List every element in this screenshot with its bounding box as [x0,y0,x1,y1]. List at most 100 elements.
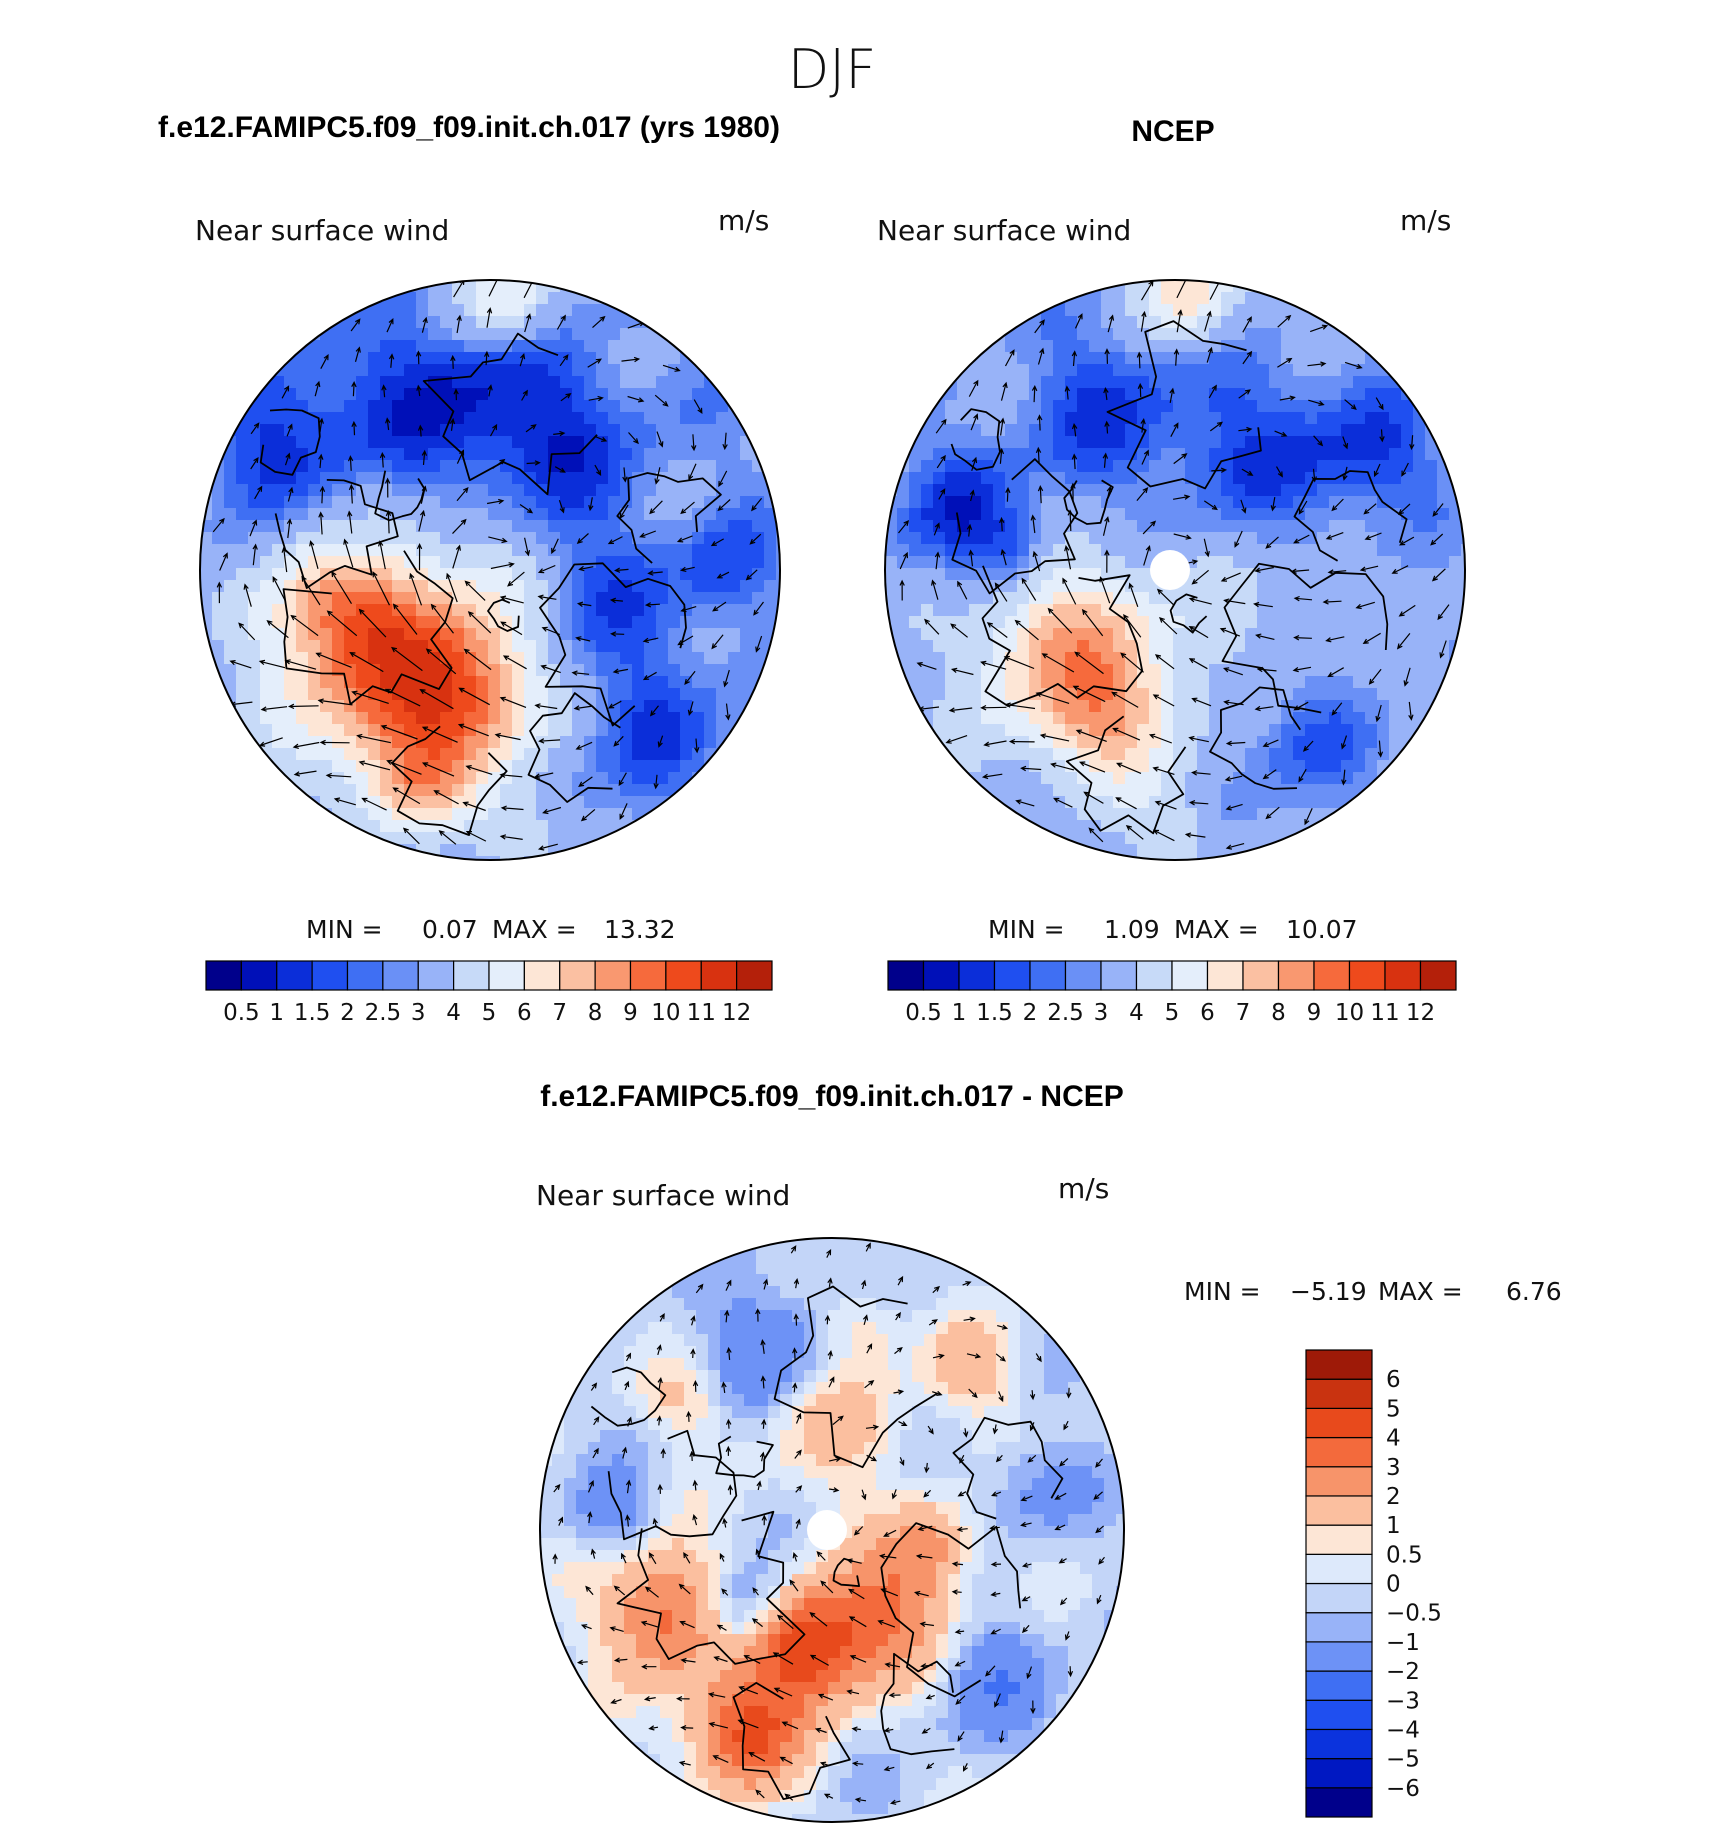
model-wind-vector [492,458,506,469]
obs-contour-cell [1317,604,1330,617]
obs-contour-cell [1461,580,1465,593]
obs-contour-cell [1113,376,1126,389]
obs-contour-cell [885,568,898,581]
obs-contour-cell [981,472,994,485]
obs-contour-cell [1053,772,1066,785]
obs-contour-cell [1053,556,1066,569]
obs-contour-cell [1053,808,1066,821]
model-contour-cell [332,616,345,629]
model-contour-cell [320,388,333,401]
obs-contour-cell [1341,484,1354,497]
obs-contour-cell [1401,652,1414,665]
diff-contour-cell [648,1322,661,1335]
diff-contour-cell [672,1358,685,1371]
model-contour-cell [464,496,477,509]
model-contour-cell [476,784,489,797]
model-contour-cell [596,412,609,425]
model-contour-cell [644,388,657,401]
model-contour-cell [500,676,513,689]
model-contour-cell [560,808,573,821]
obs-contour-cell [1065,400,1078,413]
obs-contour-cell [1317,700,1330,713]
model-wind-vector [385,509,392,534]
obs-contour-cell [1245,292,1258,305]
model-contour-cell [224,520,237,533]
diff-contour-cell [660,1358,673,1371]
model-contour-cell [500,856,513,860]
obs-contour-cell [969,664,982,677]
model-contour-cell [644,736,657,749]
diff-contour-cell [900,1274,913,1287]
model-wind-vector [753,601,764,616]
obs-contour-cell [1041,496,1054,509]
diff-contour-cell [852,1406,865,1419]
obs-wind-vector [1035,446,1042,464]
obs-contour-cell [1041,292,1054,305]
obs-contour-cell [1029,496,1042,509]
obs-wind-vector [1304,808,1313,826]
obs-contour-cell [1437,472,1450,485]
obs-contour-cell [1137,496,1150,509]
obs-contour-cell [1125,808,1138,821]
obs-contour-cell [1281,580,1294,593]
obs-contour-cell [1389,736,1402,749]
obs-colorbar-swatch [1029,960,1067,991]
model-contour-cell [512,736,525,749]
obs-contour-cell [969,520,982,533]
model-contour-cell [632,400,645,413]
obs-contour-cell [1041,340,1054,353]
model-wind-vector [588,497,594,512]
model-contour-cell [596,496,609,509]
model-contour-cell [428,592,441,605]
model-contour-cell [368,436,381,449]
obs-contour-cell [1317,400,1330,413]
obs-contour-cell [1209,412,1222,425]
obs-contour-cell [1113,388,1126,401]
obs-contour-cell [1017,676,1030,689]
model-contour-cell [500,820,513,833]
obs-contour-cell [1029,724,1042,737]
obs-contour-cell [1305,688,1318,701]
model-contour-cell [452,352,465,365]
obs-contour-cell [1065,520,1078,533]
diff-contour-cell [588,1370,601,1383]
obs-contour-cell [1377,508,1390,521]
model-contour-cell [716,652,729,665]
model-colorbar-swatch [629,960,667,991]
obs-contour-cell [1269,400,1282,413]
model-contour-cell [548,820,561,833]
model-contour-cell [584,556,597,569]
model-contour-cell [404,712,417,725]
obs-contour-cell [1257,460,1270,473]
obs-contour-cell [1029,628,1042,641]
model-contour-cell [560,340,573,353]
model-contour-cell [260,484,273,497]
diff-contour-cell [768,1250,781,1263]
model-contour-cell [488,400,501,413]
model-contour-cell [368,484,381,497]
model-contour-cell [656,628,669,641]
model-contour-cell [680,604,693,617]
obs-contour-cell [1113,484,1126,497]
obs-wind-vector [1031,384,1038,403]
obs-contour-cell [1149,424,1162,437]
diff-contour-cell [1020,1382,1033,1395]
model-colorbar-tick: 7 [552,1000,567,1026]
obs-contour-cell [1197,676,1210,689]
obs-contour-cell [1365,664,1378,677]
obs-contour-cell [1125,424,1138,437]
model-contour-cell [668,400,681,413]
model-wind-vector [592,315,606,329]
obs-contour-cell [1185,280,1198,293]
model-contour-cell [440,784,453,797]
obs-contour-cell [1329,544,1342,557]
model-contour-cell [344,388,357,401]
obs-wind-vector [1265,536,1279,549]
model-contour-cell [608,604,621,617]
obs-contour-cell [1281,436,1294,449]
obs-colorbar-swatch [1064,960,1102,991]
model-wind-vector [318,511,324,535]
obs-contour-cell [1269,352,1282,365]
obs-contour-cell [1209,844,1222,857]
model-contour-cell [536,544,549,557]
